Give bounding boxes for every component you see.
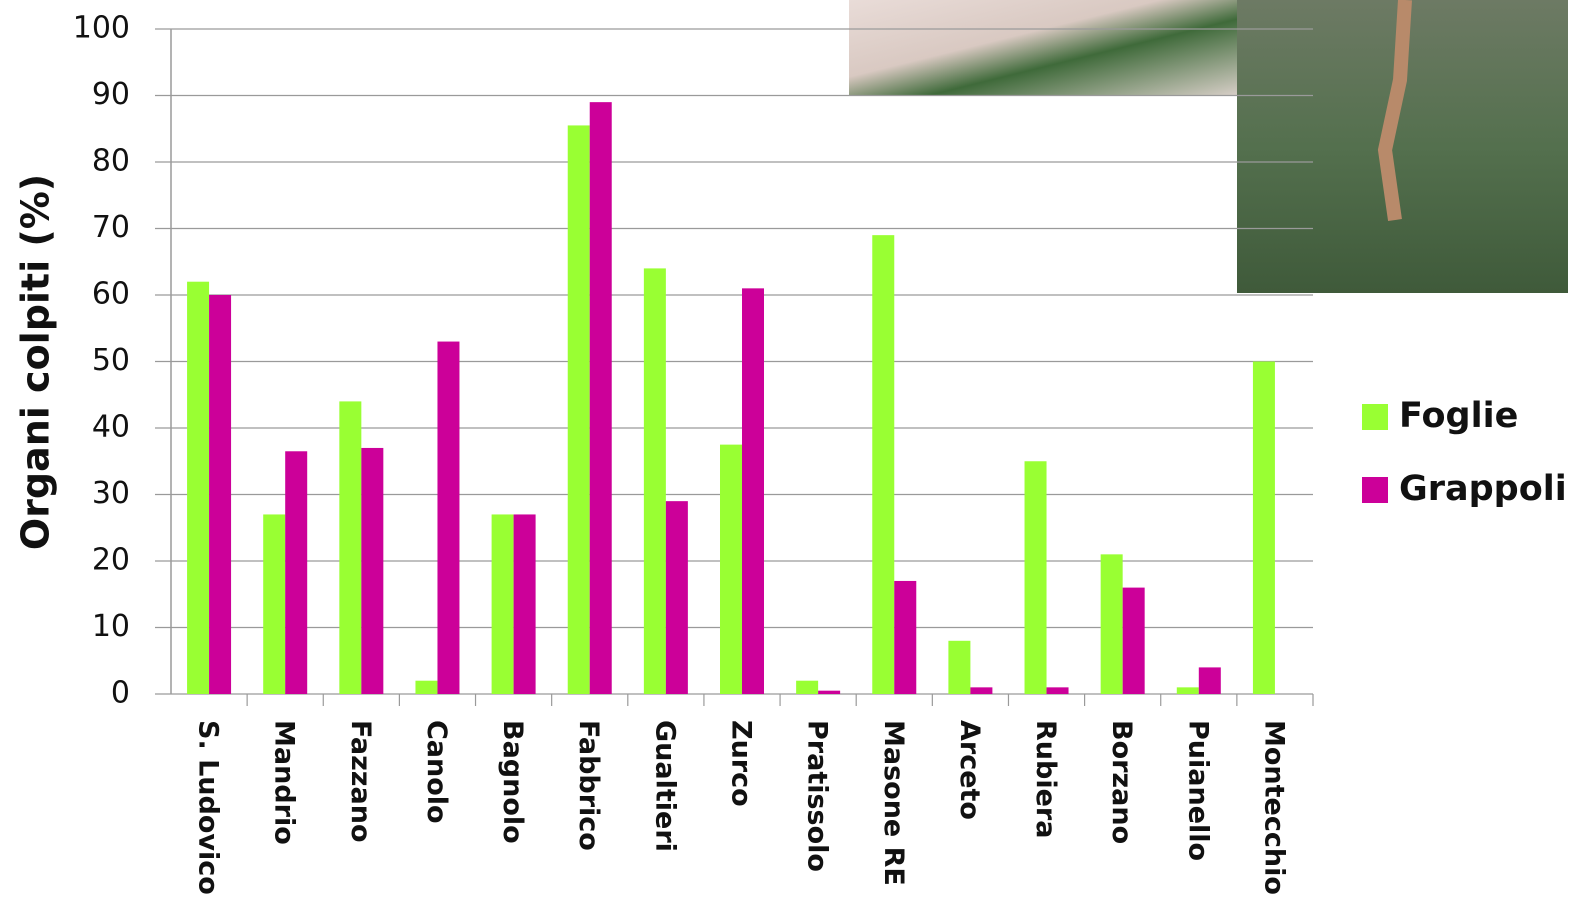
bar [263,514,286,694]
y-tick-label: 10 [92,609,130,644]
legend-swatch [1362,477,1388,503]
bar [209,295,232,694]
bar [720,444,742,694]
legend-label: Grappoli [1399,469,1567,509]
bar [361,447,384,694]
x-tick-label: Gualtieri [649,720,680,852]
bar [643,268,666,694]
y-tick-label: 80 [92,144,130,179]
bar [1046,687,1069,694]
x-tick-label: Bagnolo [497,720,528,844]
bar [491,514,514,694]
y-axis-label: Organi colpiti (%) [14,174,58,550]
y-tick-label: 70 [92,210,130,245]
bar [1100,554,1123,694]
bar [948,640,971,694]
y-tick-label: 100 [73,11,130,46]
y-tick-label: 20 [92,543,130,578]
y-tick-label: 40 [92,410,130,445]
bar [894,580,917,694]
x-tick-label: Mandrio [269,720,300,845]
x-tick-label: Puianello [1182,720,1213,861]
bar [796,680,819,694]
x-tick-label: Fabbrico [573,720,604,851]
bar [285,451,308,694]
x-tick-label: Montecchio [1258,720,1289,895]
bar [415,680,438,694]
bar [437,341,460,694]
bar [567,125,590,695]
bar [1122,587,1145,694]
bar [872,235,895,694]
bar [970,687,993,694]
y-tick-label: 30 [92,476,130,511]
photo-leaf [849,0,1237,96]
bar [589,102,612,694]
y-tick-label: 0 [111,676,130,711]
x-tick-label: Pratissolo [802,720,833,872]
bar [1176,687,1199,694]
bar [665,501,688,694]
photo-grape-detail [1377,0,1412,221]
legend-swatch [1362,404,1388,430]
bar [742,288,764,694]
bar [1024,461,1047,694]
x-tick-label: Zurco [726,720,757,807]
bar [1198,667,1221,694]
x-tick-label: Canolo [421,720,452,824]
bar [187,281,210,694]
x-tick-label: Borzano [1106,720,1137,844]
x-tick-label: Arceto [954,720,985,820]
y-tick-label: 90 [92,77,130,112]
y-tick-label: 50 [92,343,130,378]
x-tick-label: Masone RE [878,720,909,886]
x-tick-label: S. Ludovico [193,720,224,895]
y-tick-label: 60 [92,277,130,312]
legend-label: Foglie [1399,396,1518,436]
bar [513,514,536,694]
bar [1252,361,1275,694]
x-tick-label: Rubiera [1030,720,1061,838]
bar [339,401,362,694]
bar [818,690,841,694]
x-tick-label: Fazzano [345,720,376,843]
